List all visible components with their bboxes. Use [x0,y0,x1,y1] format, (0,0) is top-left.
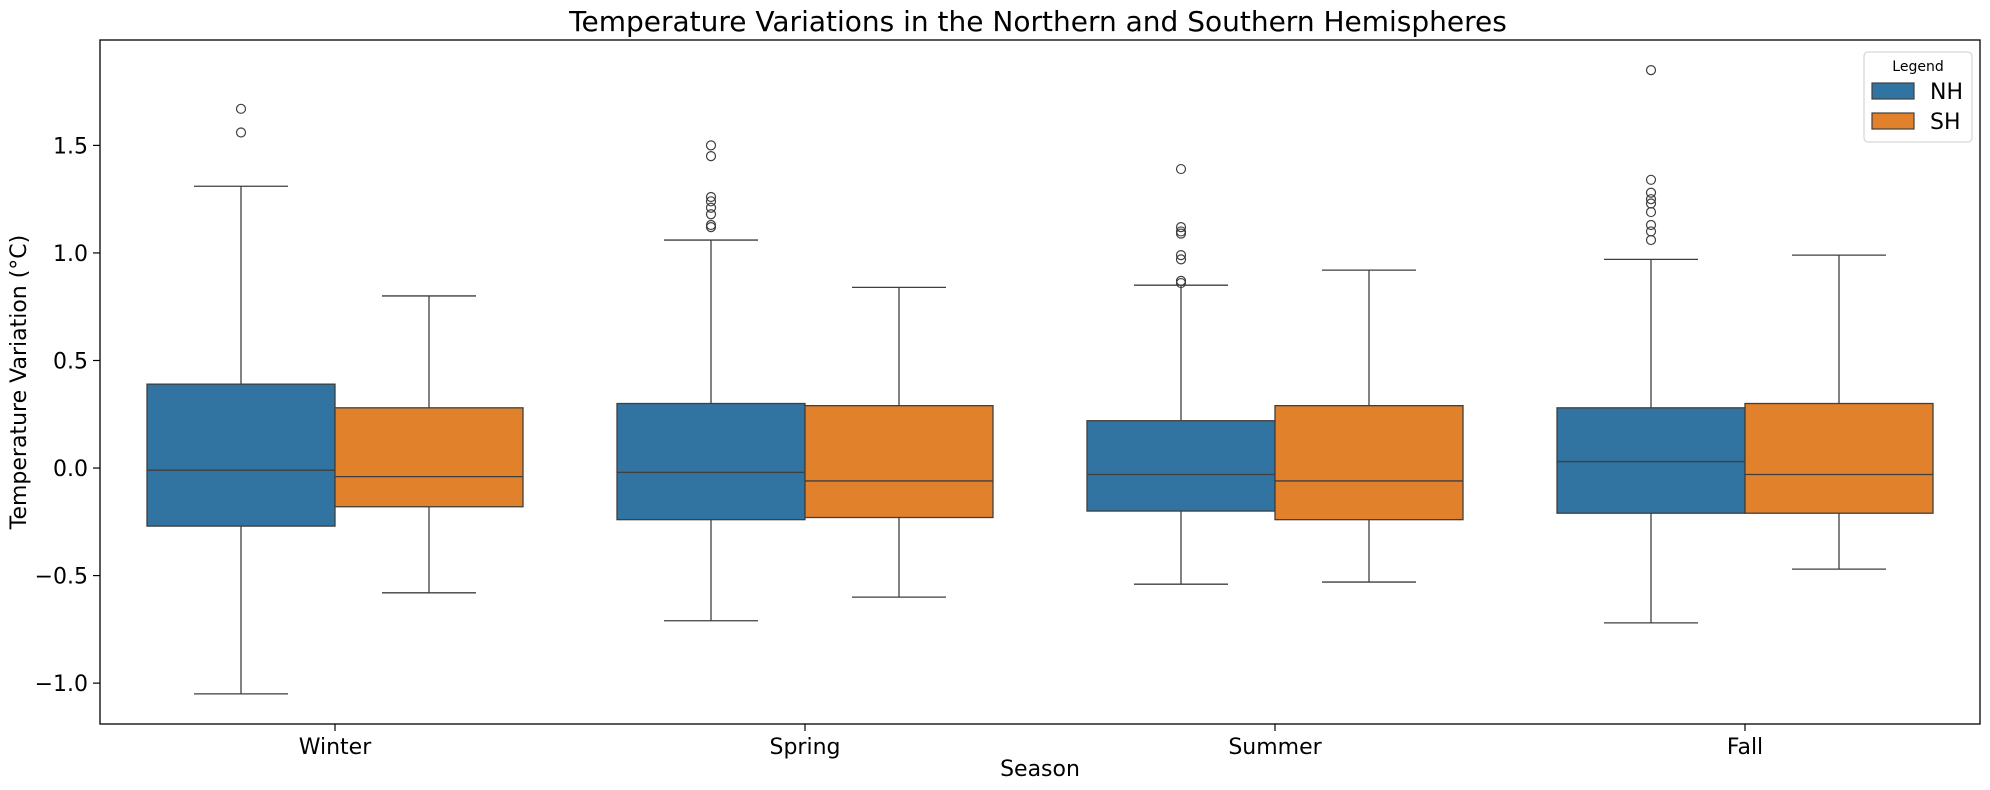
outlier-point [705,209,717,220]
outlier-point [1175,249,1187,261]
box-sh-summer [1274,269,1464,583]
box-nh-summer [1086,163,1276,585]
box-sh-fall [1744,254,1934,570]
box-iqr [1086,420,1276,512]
box-nh-spring [616,140,806,622]
y-axis-label: Temperature Variation (°C) [7,235,32,530]
box-iqr [146,383,336,527]
box-nh-fall [1556,65,1746,624]
chart-title: Temperature Variations in the Northern a… [568,5,1507,38]
plot-frame [99,39,1981,725]
legend-swatch-nh [1871,82,1915,100]
x-tick-label: Winter [299,735,372,760]
outlier-point [235,127,247,138]
x-tick-label: Summer [1228,735,1322,760]
box-sh-spring [804,286,994,598]
outlier-point [705,196,717,207]
outlier-point [1645,65,1657,76]
x-tick-label: Fall [1727,735,1763,760]
legend-label-nh: NH [1930,80,1963,105]
legend-title: Legend [1892,59,1943,75]
y-tick-label: −1.0 [35,672,88,697]
outlier-point [1645,194,1657,205]
outlier-point [705,191,717,203]
y-tick-label: 0.0 [53,457,88,482]
outlier-point [235,103,247,114]
outlier-point [1175,163,1187,175]
outlier-point [1645,174,1657,185]
outlier-point [1175,254,1187,265]
outlier-point [705,140,717,151]
y-tick-label: 1.5 [53,134,88,159]
box-iqr [616,402,806,521]
legend-label-sh: SH [1930,110,1961,135]
box-iqr [1556,407,1746,514]
plot-area: −1.0 −0.5 0.0 0.5 1.0 1.5 Winter Spring Summer Fa… [35,65,1934,760]
outlier-point [1645,206,1657,218]
legend-swatch-sh [1871,112,1915,130]
outlier-point [1645,234,1657,246]
outlier-point [1175,277,1187,289]
outlier-point [1175,222,1187,233]
box-iqr [804,405,994,519]
outlier-point [1175,228,1187,239]
x-tick-label: Spring [770,735,841,760]
y-tick-label: 1.0 [53,242,88,267]
box-iqr [1744,402,1934,514]
y-tick-label: −0.5 [35,565,88,590]
box-iqr [1274,405,1464,521]
x-axis-label: Season [1000,757,1080,782]
box-sh-winter [334,295,524,594]
outlier-point [705,202,717,213]
legend: Legend NH SH [1863,51,1973,143]
outlier-point [705,151,717,162]
box-iqr [334,407,524,508]
y-tick-label: 0.5 [53,349,88,374]
outlier-point [1645,219,1657,231]
outlier-point [1645,187,1657,198]
outlier-point [705,222,717,233]
